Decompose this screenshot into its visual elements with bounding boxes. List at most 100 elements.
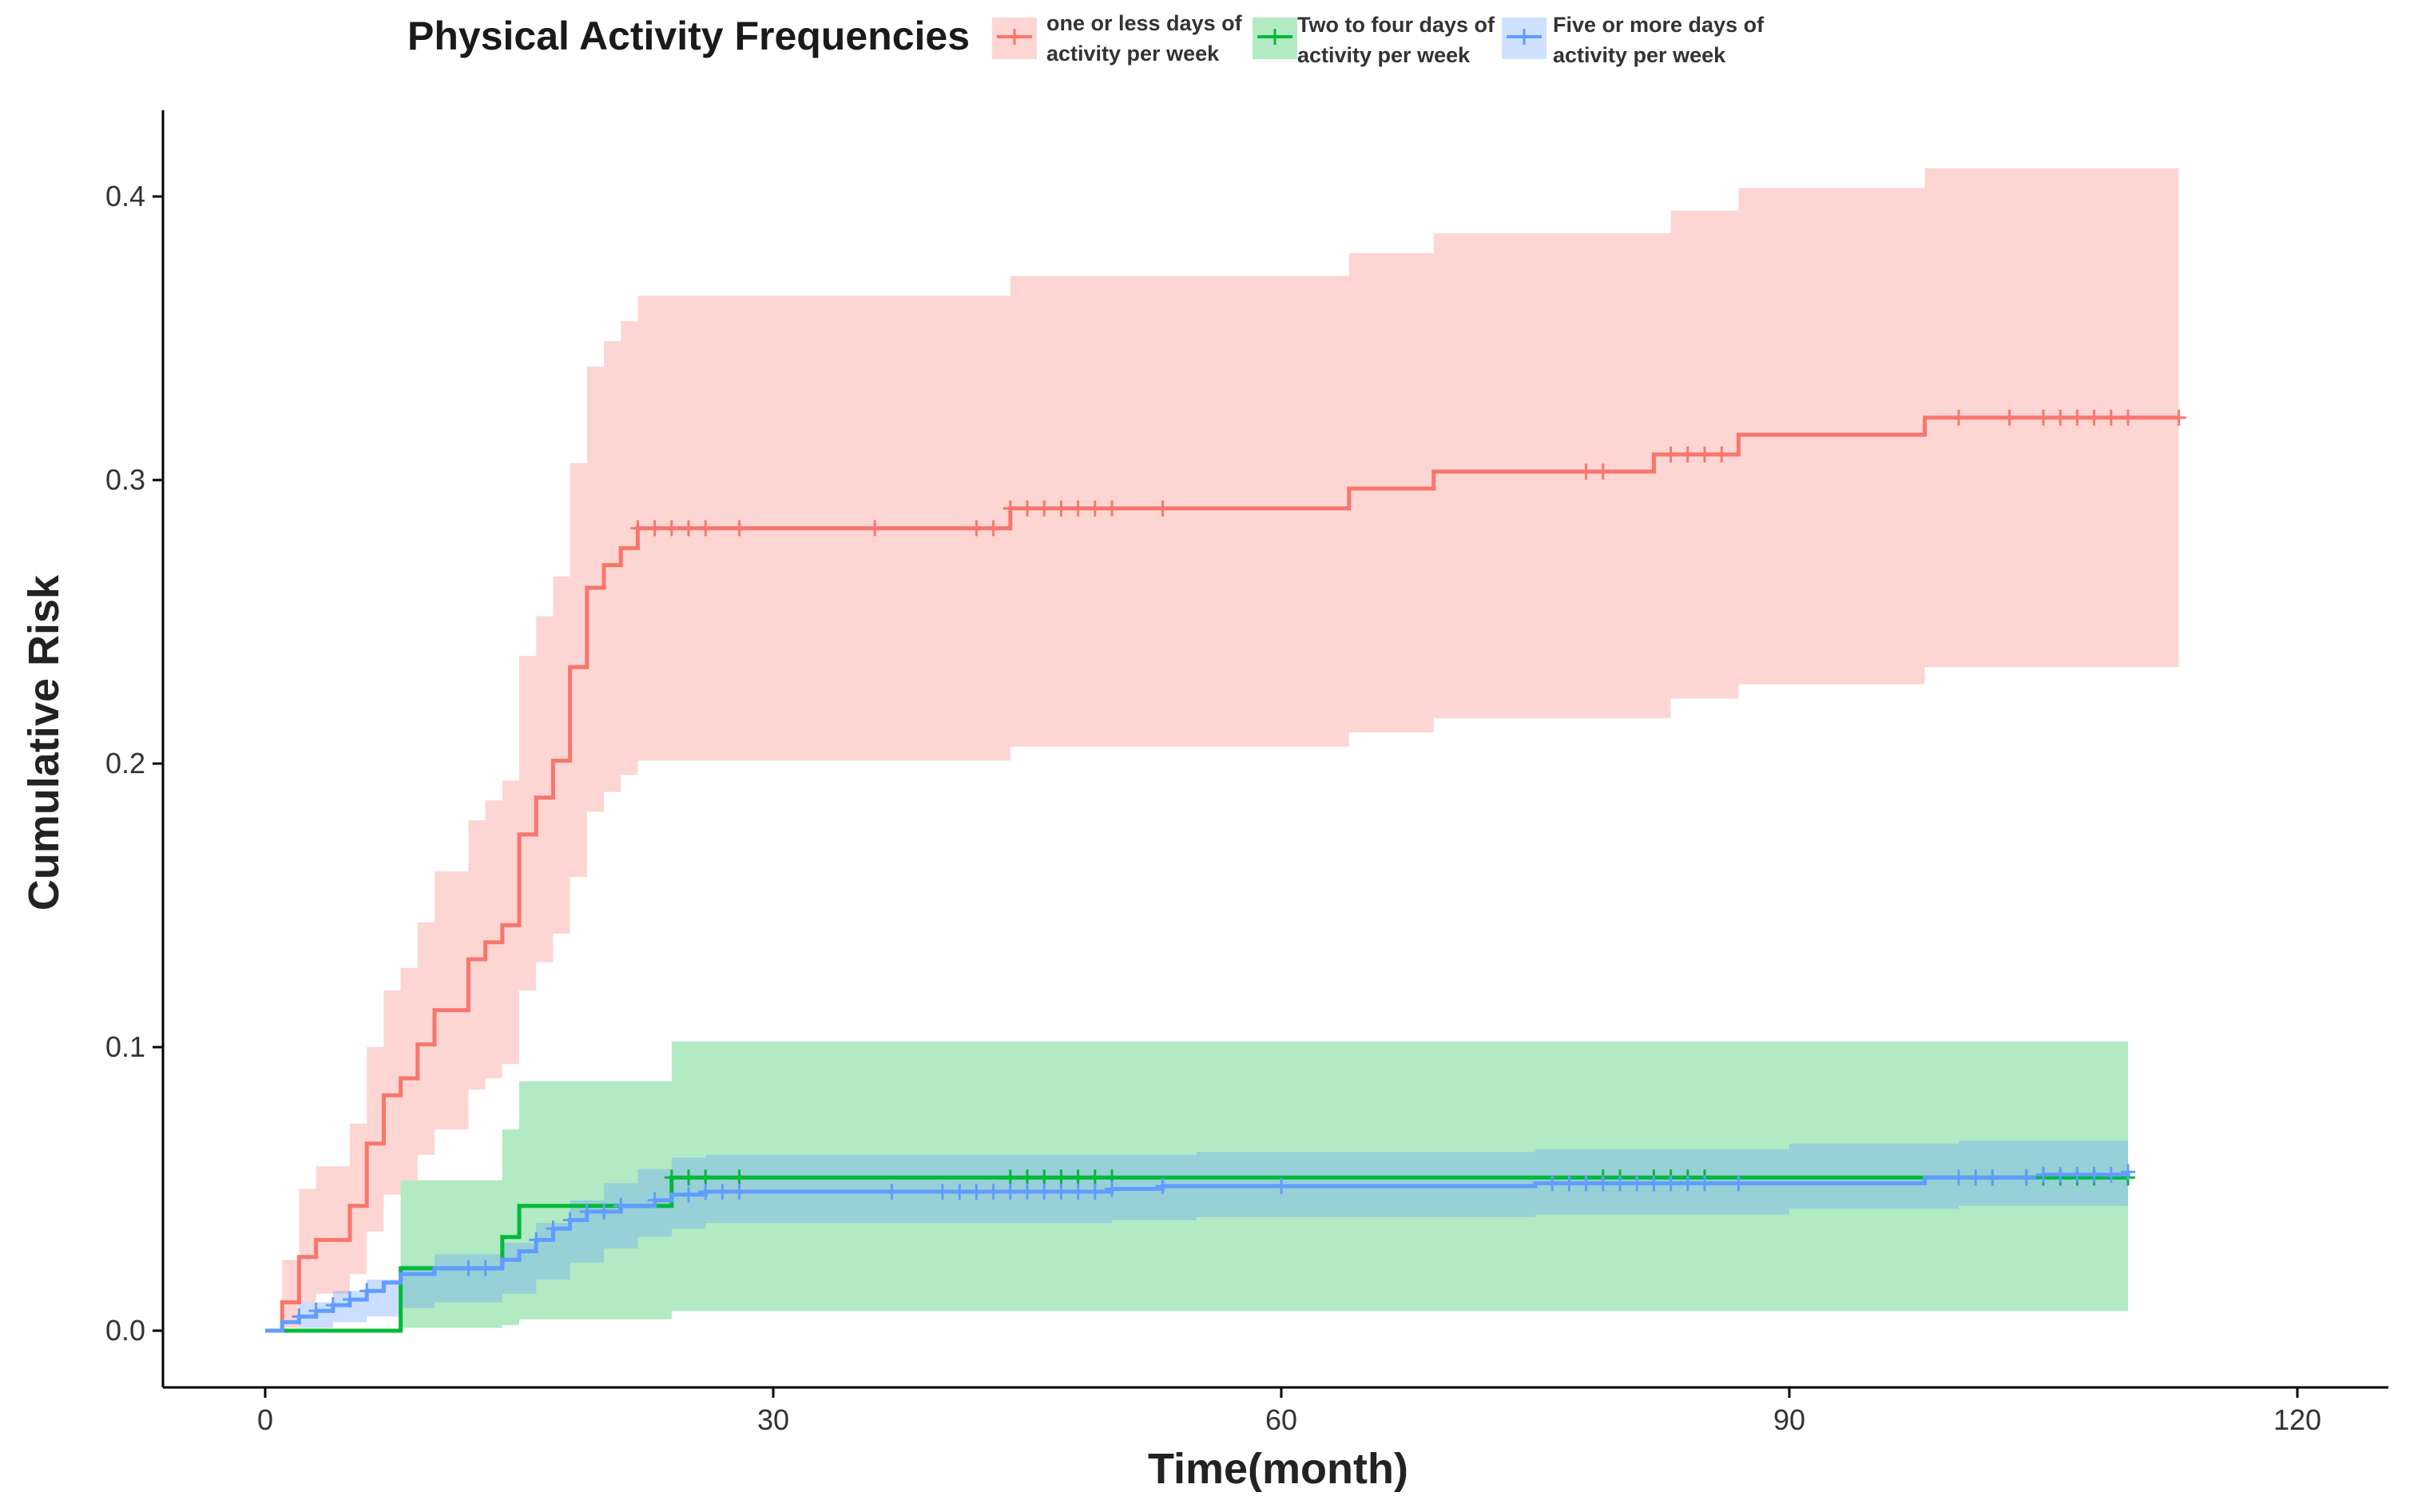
- censor-mark-high-activity: [478, 1260, 493, 1276]
- censor-mark-low-activity: [2103, 409, 2118, 426]
- censor-mark-high-activity: [647, 1192, 662, 1208]
- censor-mark-high-activity: [359, 1283, 375, 1300]
- confidence-bands: [265, 168, 2179, 1331]
- y-tick-label: 0.2: [105, 747, 145, 780]
- censor-mark-high-activity: [2036, 1166, 2051, 1183]
- censor-mark-low-activity: [1037, 500, 1052, 517]
- censor-mark-high-activity: [952, 1184, 967, 1200]
- legend-entry-mid-activity: Two to four days of activity per week: [1253, 13, 1495, 67]
- censor-mark-high-activity: [2053, 1166, 2068, 1183]
- censor-mark-low-activity: [1020, 500, 1034, 517]
- censor-mark-high-activity: [1951, 1169, 1966, 1186]
- x-tick-label: 60: [1265, 1403, 1297, 1436]
- censor-mark-high-activity: [1037, 1184, 1052, 1200]
- risk-curve-low-activity: [265, 415, 2179, 1333]
- legend-label-mid-activity-line2: activity per week: [1297, 43, 1471, 67]
- x-tick-label: 30: [757, 1403, 789, 1436]
- censor-mark-high-activity: [935, 1184, 950, 1200]
- censor-mark-high-activity: [1613, 1175, 1627, 1192]
- censor-mark-high-activity: [1646, 1175, 1662, 1192]
- censor-mark-low-activity: [698, 520, 713, 537]
- legend-label-high-activity-line2: activity per week: [1553, 43, 1726, 67]
- legend-label-low-activity-line1: one or less days of: [1046, 11, 1243, 35]
- censor-mark-high-activity: [2019, 1169, 2034, 1186]
- censor-mark-mid-activity: [1070, 1169, 1086, 1186]
- censor-mark-high-activity: [461, 1260, 476, 1276]
- censor-mark-low-activity: [2121, 409, 2135, 426]
- censor-mark-low-activity: [1595, 463, 1610, 480]
- censor-mark-high-activity: [2070, 1166, 2085, 1183]
- censor-mark-mid-activity: [1087, 1169, 1102, 1186]
- legend-label-low-activity-line2: activity per week: [1046, 42, 1220, 65]
- censor-mark-high-activity: [1087, 1184, 1102, 1200]
- censor-mark-low-activity: [1087, 500, 1102, 517]
- censor-mark-high-activity: [597, 1203, 611, 1220]
- censor-mark-low-activity: [1578, 463, 1594, 480]
- censor-mark-low-activity: [2036, 409, 2051, 426]
- x-tick-label: 120: [2273, 1403, 2321, 1436]
- censor-mark-high-activity: [529, 1232, 544, 1248]
- censor-mark-high-activity: [1003, 1184, 1018, 1200]
- censor-mark-high-activity: [1578, 1175, 1594, 1192]
- censor-mark-mid-activity: [1020, 1169, 1034, 1186]
- censor-mark-high-activity: [1968, 1169, 1983, 1186]
- censor-mark-high-activity: [969, 1184, 984, 1200]
- censor-mark-high-activity: [292, 1308, 307, 1325]
- censor-mark-mid-activity: [1003, 1169, 1018, 1186]
- censor-mark-high-activity: [1155, 1177, 1170, 1194]
- censor-mark-low-activity: [868, 520, 883, 537]
- censor-mark-high-activity: [1663, 1175, 1678, 1192]
- censor-mark-low-activity: [647, 520, 662, 537]
- legend-label-mid-activity-line1: Two to four days of: [1297, 13, 1495, 37]
- censor-mark-high-activity: [343, 1291, 357, 1308]
- censor-mark-high-activity: [715, 1184, 730, 1200]
- censor-mark-mid-activity: [681, 1169, 696, 1186]
- censor-mark-low-activity: [1951, 409, 1966, 426]
- x-tick-label: 90: [1773, 1403, 1805, 1436]
- censor-mark-high-activity: [308, 1303, 324, 1320]
- censor-mark-low-activity: [2070, 409, 2085, 426]
- censor-mark-high-activity: [986, 1184, 1001, 1200]
- censor-mark-low-activity: [1714, 446, 1729, 463]
- censor-mark-high-activity: [1680, 1175, 1695, 1192]
- censor-mark-low-activity: [986, 520, 1001, 537]
- y-ticks: 0.0 0.1 0.2 0.3 0.4: [105, 180, 163, 1347]
- censor-mark-mid-activity: [664, 1169, 679, 1186]
- censor-mark-mid-activity: [732, 1169, 747, 1186]
- censor-mark-high-activity: [1985, 1169, 2000, 1186]
- censor-mark-low-activity: [681, 520, 696, 537]
- censor-mark-high-activity: [613, 1197, 629, 1214]
- censor-mark-high-activity: [698, 1184, 713, 1200]
- censor-mark-high-activity: [884, 1184, 899, 1200]
- censor-mark-high-activity: [2103, 1166, 2118, 1183]
- censor-mark-low-activity: [630, 520, 645, 537]
- censor-mark-low-activity: [969, 520, 984, 537]
- y-tick-label: 0.1: [105, 1030, 145, 1063]
- censor-mark-high-activity: [1630, 1175, 1645, 1192]
- y-tick-label: 0.4: [105, 180, 145, 212]
- censor-mark-high-activity: [1020, 1184, 1034, 1200]
- legend-title: Physical Activity Frequencies: [407, 14, 970, 58]
- censor-mark-high-activity: [1595, 1175, 1610, 1192]
- censor-mark-high-activity: [562, 1212, 578, 1228]
- censor-mark-low-activity: [1697, 446, 1712, 463]
- censor-mark-high-activity: [1545, 1175, 1560, 1192]
- censor-mark-low-activity: [1054, 500, 1069, 517]
- censor-mark-high-activity: [1054, 1184, 1069, 1200]
- censor-mark-low-activity: [2171, 409, 2186, 426]
- legend-label-high-activity-line1: Five or more days of: [1553, 13, 1765, 37]
- censor-mark-low-activity: [2053, 409, 2068, 426]
- censor-mark-high-activity: [1562, 1175, 1577, 1192]
- censor-mark-low-activity: [1155, 500, 1170, 517]
- censor-mark-high-activity: [579, 1203, 594, 1220]
- censor-mark-high-activity: [732, 1184, 747, 1200]
- axes: [161, 110, 2388, 1389]
- censor-mark-high-activity: [1070, 1184, 1086, 1200]
- x-ticks: 0 30 60 90 120: [257, 1387, 2321, 1436]
- y-tick-label: 0.0: [105, 1314, 145, 1347]
- confidence-band-low-activity: [265, 168, 2179, 1331]
- censor-mark-mid-activity: [1054, 1169, 1069, 1186]
- censor-mark-high-activity: [1274, 1177, 1288, 1194]
- censor-mark-high-activity: [1731, 1175, 1746, 1192]
